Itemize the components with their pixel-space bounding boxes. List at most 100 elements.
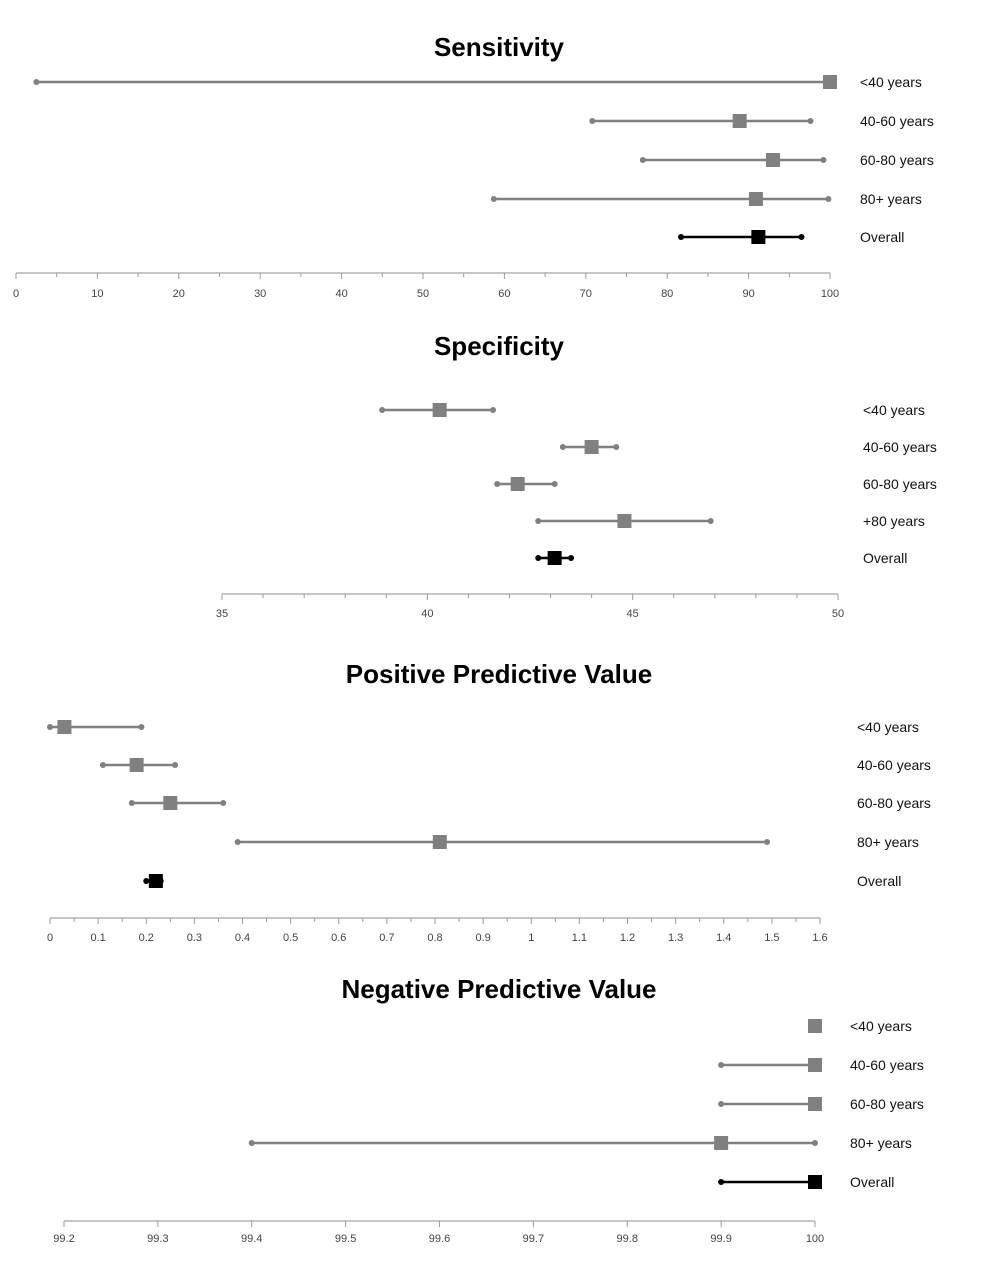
tick-label: 0 [13, 288, 19, 300]
tick-label: 0.3 [187, 932, 202, 944]
panel-negative-predictive-value: Negative Predictive Value 99.2 99.3 99.4 99.… [53, 974, 924, 1245]
tick-label: 0.2 [139, 932, 154, 944]
row-label: Overall [857, 873, 901, 889]
row-40-60-years: 40-60 years [559, 439, 937, 455]
row-label: 60-80 years [863, 476, 937, 492]
point-estimate-marker [129, 758, 144, 772]
row-label: <40 years [863, 402, 925, 418]
tick-label: 45 [627, 608, 639, 620]
tick-label: 10 [91, 288, 103, 300]
tick-label: 20 [173, 288, 185, 300]
ci-upper-point [172, 762, 179, 768]
ci-upper-point [807, 118, 814, 124]
point-estimate-marker [808, 1097, 822, 1111]
tick-label: 1.5 [764, 932, 779, 944]
row-label: 40-60 years [850, 1057, 924, 1073]
ci-upper-point [138, 724, 145, 730]
panel-title: Negative Predictive Value [341, 974, 656, 1004]
tick-label: 1.1 [572, 932, 587, 944]
tick-label: 1.2 [620, 932, 635, 944]
tick-label: 0.7 [379, 932, 394, 944]
row-label: 60-80 years [857, 795, 931, 811]
point-estimate-marker [748, 192, 763, 206]
tick-label: 0.1 [90, 932, 105, 944]
row-label: <40 years [860, 74, 922, 90]
tick-label: 99.9 [710, 1233, 731, 1245]
row-overall: Overall [143, 873, 901, 889]
row-label: 80+ years [860, 191, 922, 207]
ci-lower-point [99, 762, 106, 768]
tick-label: 99.6 [429, 1233, 450, 1245]
tick-label: 100 [806, 1233, 824, 1245]
point-estimate-marker [432, 403, 447, 417]
tick-label: 50 [417, 288, 429, 300]
ci-upper-point [825, 196, 832, 202]
point-estimate-marker [584, 440, 599, 454]
tick-label: 40 [421, 608, 433, 620]
panel-title: Positive Predictive Value [346, 659, 652, 689]
ci-lower-point [718, 1101, 725, 1107]
ci-lower-point [678, 234, 685, 240]
row-40-60-years: 40-60 years [99, 757, 931, 773]
ci-lower-point [535, 555, 542, 561]
row-label: 80+ years [850, 1135, 912, 1151]
tick-label: 60 [498, 288, 510, 300]
tick-label: 99.4 [241, 1233, 262, 1245]
tick-label: 1.6 [812, 932, 827, 944]
tick-label: 99.3 [147, 1233, 168, 1245]
tick-label: 40 [335, 288, 347, 300]
tick-label: 70 [580, 288, 592, 300]
point-estimate-marker [163, 796, 178, 810]
panel-sensitivity: Sensitivity 0 10 20 30 40 50 60 70 80 90 100 <40 yea… [13, 32, 934, 300]
panel-specificity: Specificity 35 40 45 50 <40 years 40-60 years 6… [216, 331, 937, 620]
tick-label: 50 [832, 608, 844, 620]
tick-label: 90 [742, 288, 754, 300]
row-label: Overall [860, 229, 904, 245]
tick-label: 99.8 [617, 1233, 638, 1245]
ci-lower-point [494, 481, 501, 487]
row-overall: Overall [718, 1174, 894, 1190]
ci-upper-point [220, 800, 227, 806]
row-label: <40 years [850, 1018, 912, 1034]
ci-lower-point [234, 839, 241, 845]
point-estimate-marker [510, 477, 525, 491]
tick-label: 100 [821, 288, 839, 300]
point-estimate-marker [751, 230, 766, 244]
tick-label: 1.3 [668, 932, 683, 944]
ci-upper-point [551, 481, 558, 487]
row-80-years: +80 years [535, 513, 925, 529]
row-label: 80+ years [857, 834, 919, 850]
row-40-years: <40 years [808, 1018, 912, 1034]
tick-label: 1.4 [716, 932, 731, 944]
row-40-60-years: 40-60 years [718, 1057, 924, 1073]
ci-lower-point [559, 444, 566, 450]
row-label: Overall [850, 1174, 894, 1190]
ci-upper-point [812, 1140, 818, 1146]
ci-upper-point [798, 234, 805, 240]
row-80-years: 80+ years [234, 834, 919, 850]
ci-lower-point [718, 1062, 725, 1068]
tick-label: 0 [47, 932, 53, 944]
point-estimate-marker [57, 720, 72, 734]
row-40-years: <40 years [379, 402, 925, 418]
ci-lower-point [143, 878, 150, 884]
ci-upper-point [820, 157, 827, 163]
ci-lower-point [47, 724, 53, 730]
point-estimate-marker [766, 153, 781, 167]
tick-label: 30 [254, 288, 266, 300]
tick-label: 0.9 [475, 932, 490, 944]
row-40-years: <40 years [33, 74, 922, 90]
row-80-years: 80+ years [490, 191, 922, 207]
row-label: 60-80 years [850, 1096, 924, 1112]
ci-lower-point [248, 1140, 255, 1146]
ci-upper-point [707, 518, 714, 524]
row-label: 60-80 years [860, 152, 934, 168]
panel-positive-predictive-value: Positive Predictive Value 0 0.1 0.2 0.3 0.4 0.… [47, 659, 931, 944]
row-60-80-years: 60-80 years [718, 1096, 924, 1112]
row-label: 40-60 years [857, 757, 931, 773]
panel-title: Specificity [434, 331, 565, 361]
ci-lower-point [379, 407, 386, 413]
row-60-80-years: 60-80 years [128, 795, 931, 811]
row-label: +80 years [863, 513, 925, 529]
tick-label: 0.5 [283, 932, 298, 944]
